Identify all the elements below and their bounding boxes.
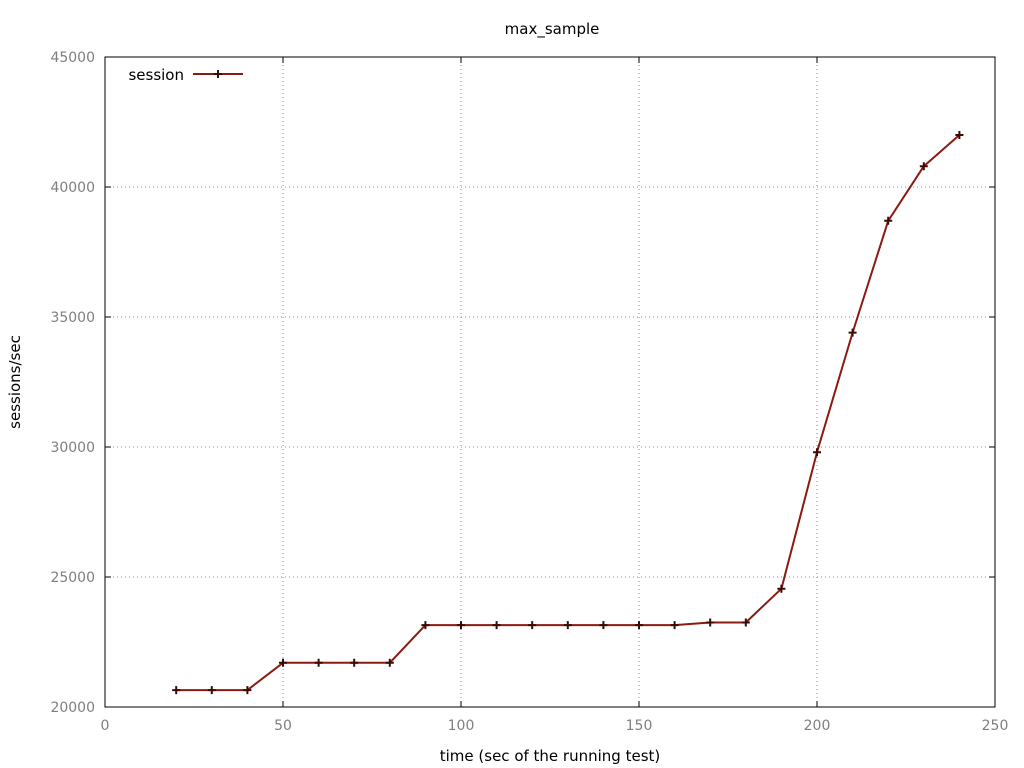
series-line-session [176, 134, 961, 692]
data-point [207, 686, 216, 695]
data-point [670, 621, 679, 630]
plot-frame [104, 56, 996, 708]
data-point [813, 448, 821, 457]
data-point [385, 658, 394, 667]
chart-title: max_sample [505, 20, 600, 39]
data-point [421, 621, 430, 630]
data-point [706, 618, 715, 627]
data-point [457, 621, 465, 630]
data-point [243, 686, 252, 695]
y-tick-label: 45000 [50, 50, 95, 66]
x-tick-label: 100 [448, 718, 475, 734]
x-tick-label: 200 [804, 718, 831, 734]
data-point [528, 621, 537, 630]
data-point [279, 658, 287, 667]
axis-ticks [104, 56, 996, 708]
y-tick-label: 25000 [50, 570, 95, 586]
x-tick-label: 50 [274, 718, 292, 734]
x-tick-labels: 0 50 100 150 200 250 [101, 718, 1009, 734]
x-tick-label: 150 [626, 718, 653, 734]
data-point [492, 621, 501, 630]
x-tick-label: 250 [982, 718, 1009, 734]
y-tick-label: 40000 [50, 180, 95, 196]
data-point [777, 584, 786, 593]
legend-marker [214, 70, 222, 78]
grid [105, 57, 995, 707]
data-point [919, 162, 928, 171]
legend: session [128, 66, 243, 84]
data-point [599, 621, 608, 630]
y-axis-label: sessions/sec [6, 335, 24, 429]
y-tick-label: 30000 [50, 440, 95, 456]
series-layer [172, 131, 964, 695]
data-point [955, 131, 964, 139]
y-tick-label: 35000 [50, 310, 95, 326]
data-point [848, 328, 857, 337]
data-point [172, 686, 181, 695]
data-point [563, 621, 572, 630]
data-point [635, 621, 643, 630]
y-tick-labels: 20000 25000 30000 35000 40000 45000 [50, 50, 95, 716]
x-axis-label: time (sec of the running test) [440, 747, 661, 765]
legend-label: session [128, 66, 184, 84]
data-point [314, 658, 323, 667]
x-tick-label: 0 [101, 718, 110, 734]
data-point [741, 618, 750, 627]
data-point [350, 658, 359, 667]
y-tick-label: 20000 [50, 700, 95, 716]
data-point [884, 216, 893, 225]
